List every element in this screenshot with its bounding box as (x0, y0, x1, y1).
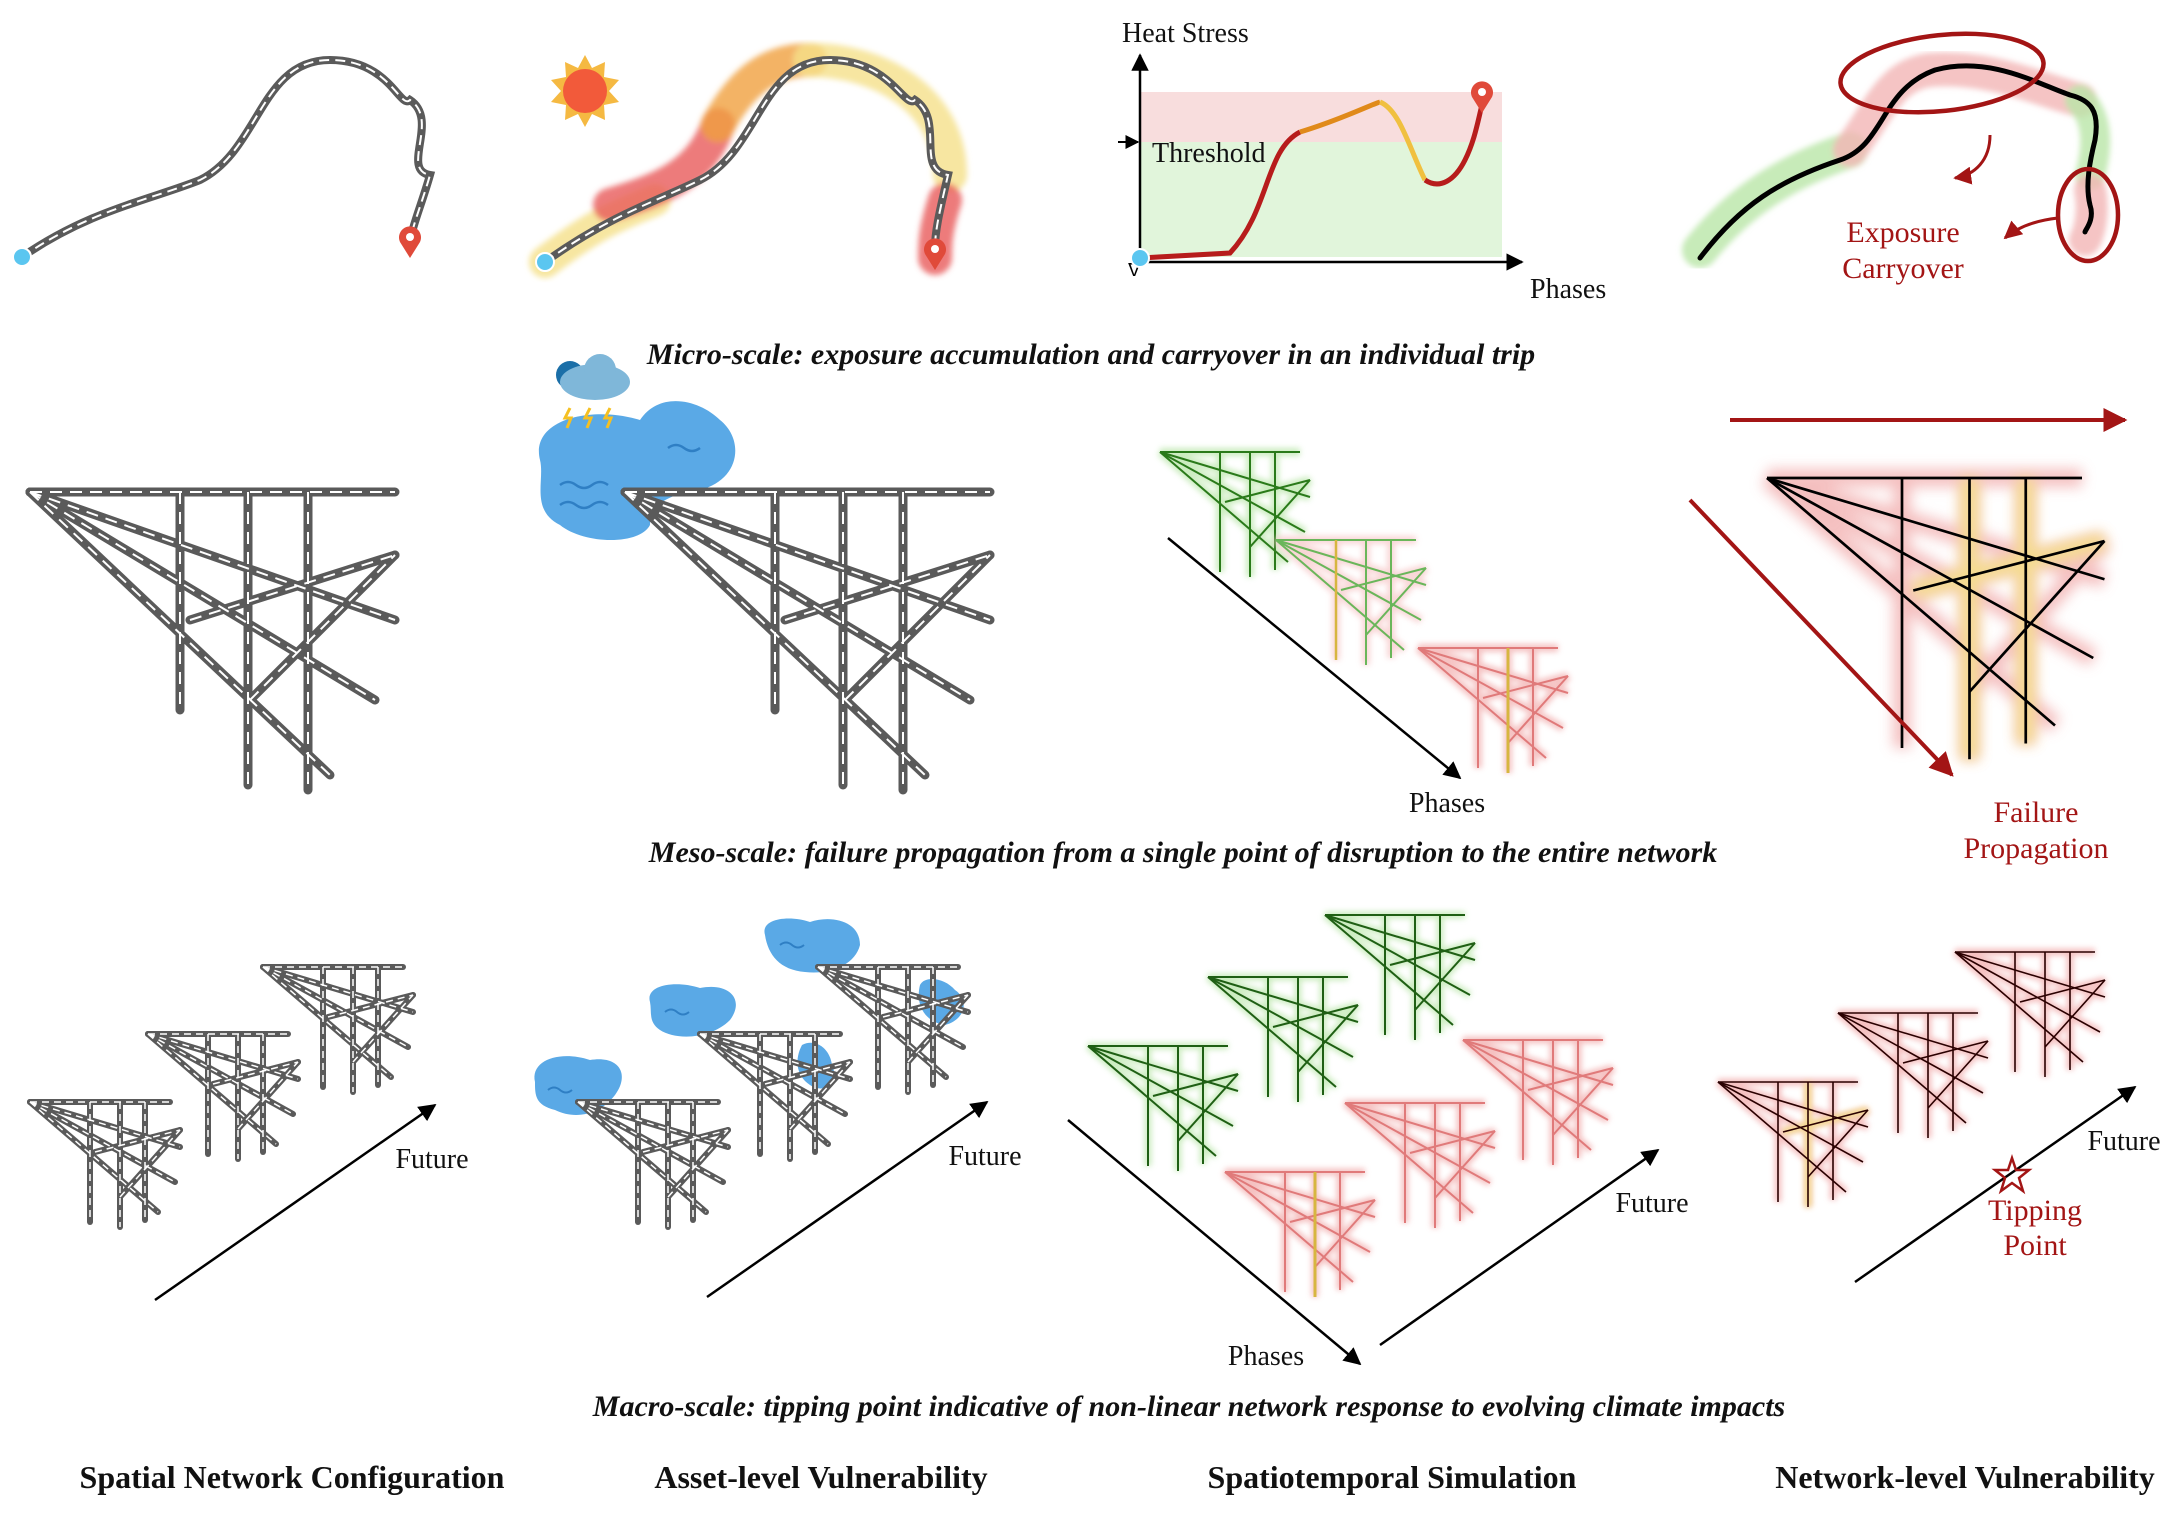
carryover-circle-top (1838, 31, 2046, 115)
start-point-icon (12, 247, 32, 267)
sun-icon (551, 55, 619, 127)
meso-row: Phases Failure Propagation Meso-scale: f… (30, 354, 2128, 869)
future-label: Future (2087, 1126, 2160, 1157)
meso-simulation-phases: Phases (1160, 452, 1568, 819)
meso-caption: Meso-scale: failure propagation from a s… (648, 836, 1717, 869)
carryover-circle-end (2055, 166, 2121, 264)
tipping-label-line1: Tipping (1988, 1194, 2082, 1227)
flood-icon (538, 401, 736, 540)
destination-pin-icon (399, 226, 421, 258)
macro-network-future: Future (30, 967, 469, 1302)
danger-zone (1140, 92, 1502, 142)
carryover-label-line1: Exposure (1846, 216, 1959, 249)
heat-stress-chart: ᐁ Heat Stress Threshold Phases (1118, 18, 1606, 305)
future-label: Future (948, 1141, 1021, 1172)
meso-network-failure: Failure Propagation (1688, 408, 2128, 865)
start-point-icon (535, 252, 555, 272)
column-header-asset-vulnerability: Asset-level Vulnerability (654, 1459, 987, 1495)
micro-route-exposure (529, 43, 967, 278)
safe-zone (1140, 142, 1502, 257)
threshold-label: Threshold (1152, 138, 1266, 169)
future-label: Future (395, 1144, 468, 1175)
macro-row: Future Future (30, 915, 2161, 1423)
macro-caption: Macro-scale: tipping point indicative of… (592, 1390, 1785, 1423)
micro-caption: Micro-scale: exposure accumulation and c… (646, 338, 1535, 371)
future-label: Future (1615, 1188, 1688, 1219)
tipping-label-line2: Point (2003, 1229, 2067, 1262)
macro-network-flooded: Future (534, 918, 1022, 1299)
column-header-spatial-network: Spatial Network Configuration (80, 1459, 505, 1495)
chart-y-label: Heat Stress (1122, 18, 1249, 49)
destination-pin-icon (1471, 81, 1493, 113)
macro-simulation-grid: Phases Future (1067, 915, 1689, 1372)
storm-cloud-icon (556, 354, 630, 429)
carryover-label-line2: Carryover (1842, 252, 1964, 285)
tipping-star-icon (1991, 1154, 2033, 1195)
macro-network-tipping: Tipping Point Future (1718, 952, 2161, 1284)
column-headers: Spatial Network Configuration Asset-leve… (80, 1459, 2155, 1495)
failure-label-line1: Failure (1994, 796, 2079, 829)
column-header-spatiotemporal-simulation: Spatiotemporal Simulation (1208, 1459, 1577, 1495)
meso-network-plain (30, 492, 395, 790)
chart-x-label: Phases (1530, 274, 1606, 305)
micro-row: ᐁ Heat Stress Threshold Phases (12, 18, 2121, 371)
failure-label-line2: Propagation (1964, 832, 2109, 865)
micro-carryover: Exposure Carryover (1682, 31, 2121, 285)
destination-pin-icon (924, 238, 946, 270)
macro-phases-label: Phases (1228, 1341, 1304, 1372)
meso-network-flooded (538, 354, 990, 790)
meso-phases-label: Phases (1409, 788, 1485, 819)
column-header-network-vulnerability: Network-level Vulnerability (1775, 1459, 2155, 1495)
micro-route-plain (12, 55, 436, 267)
